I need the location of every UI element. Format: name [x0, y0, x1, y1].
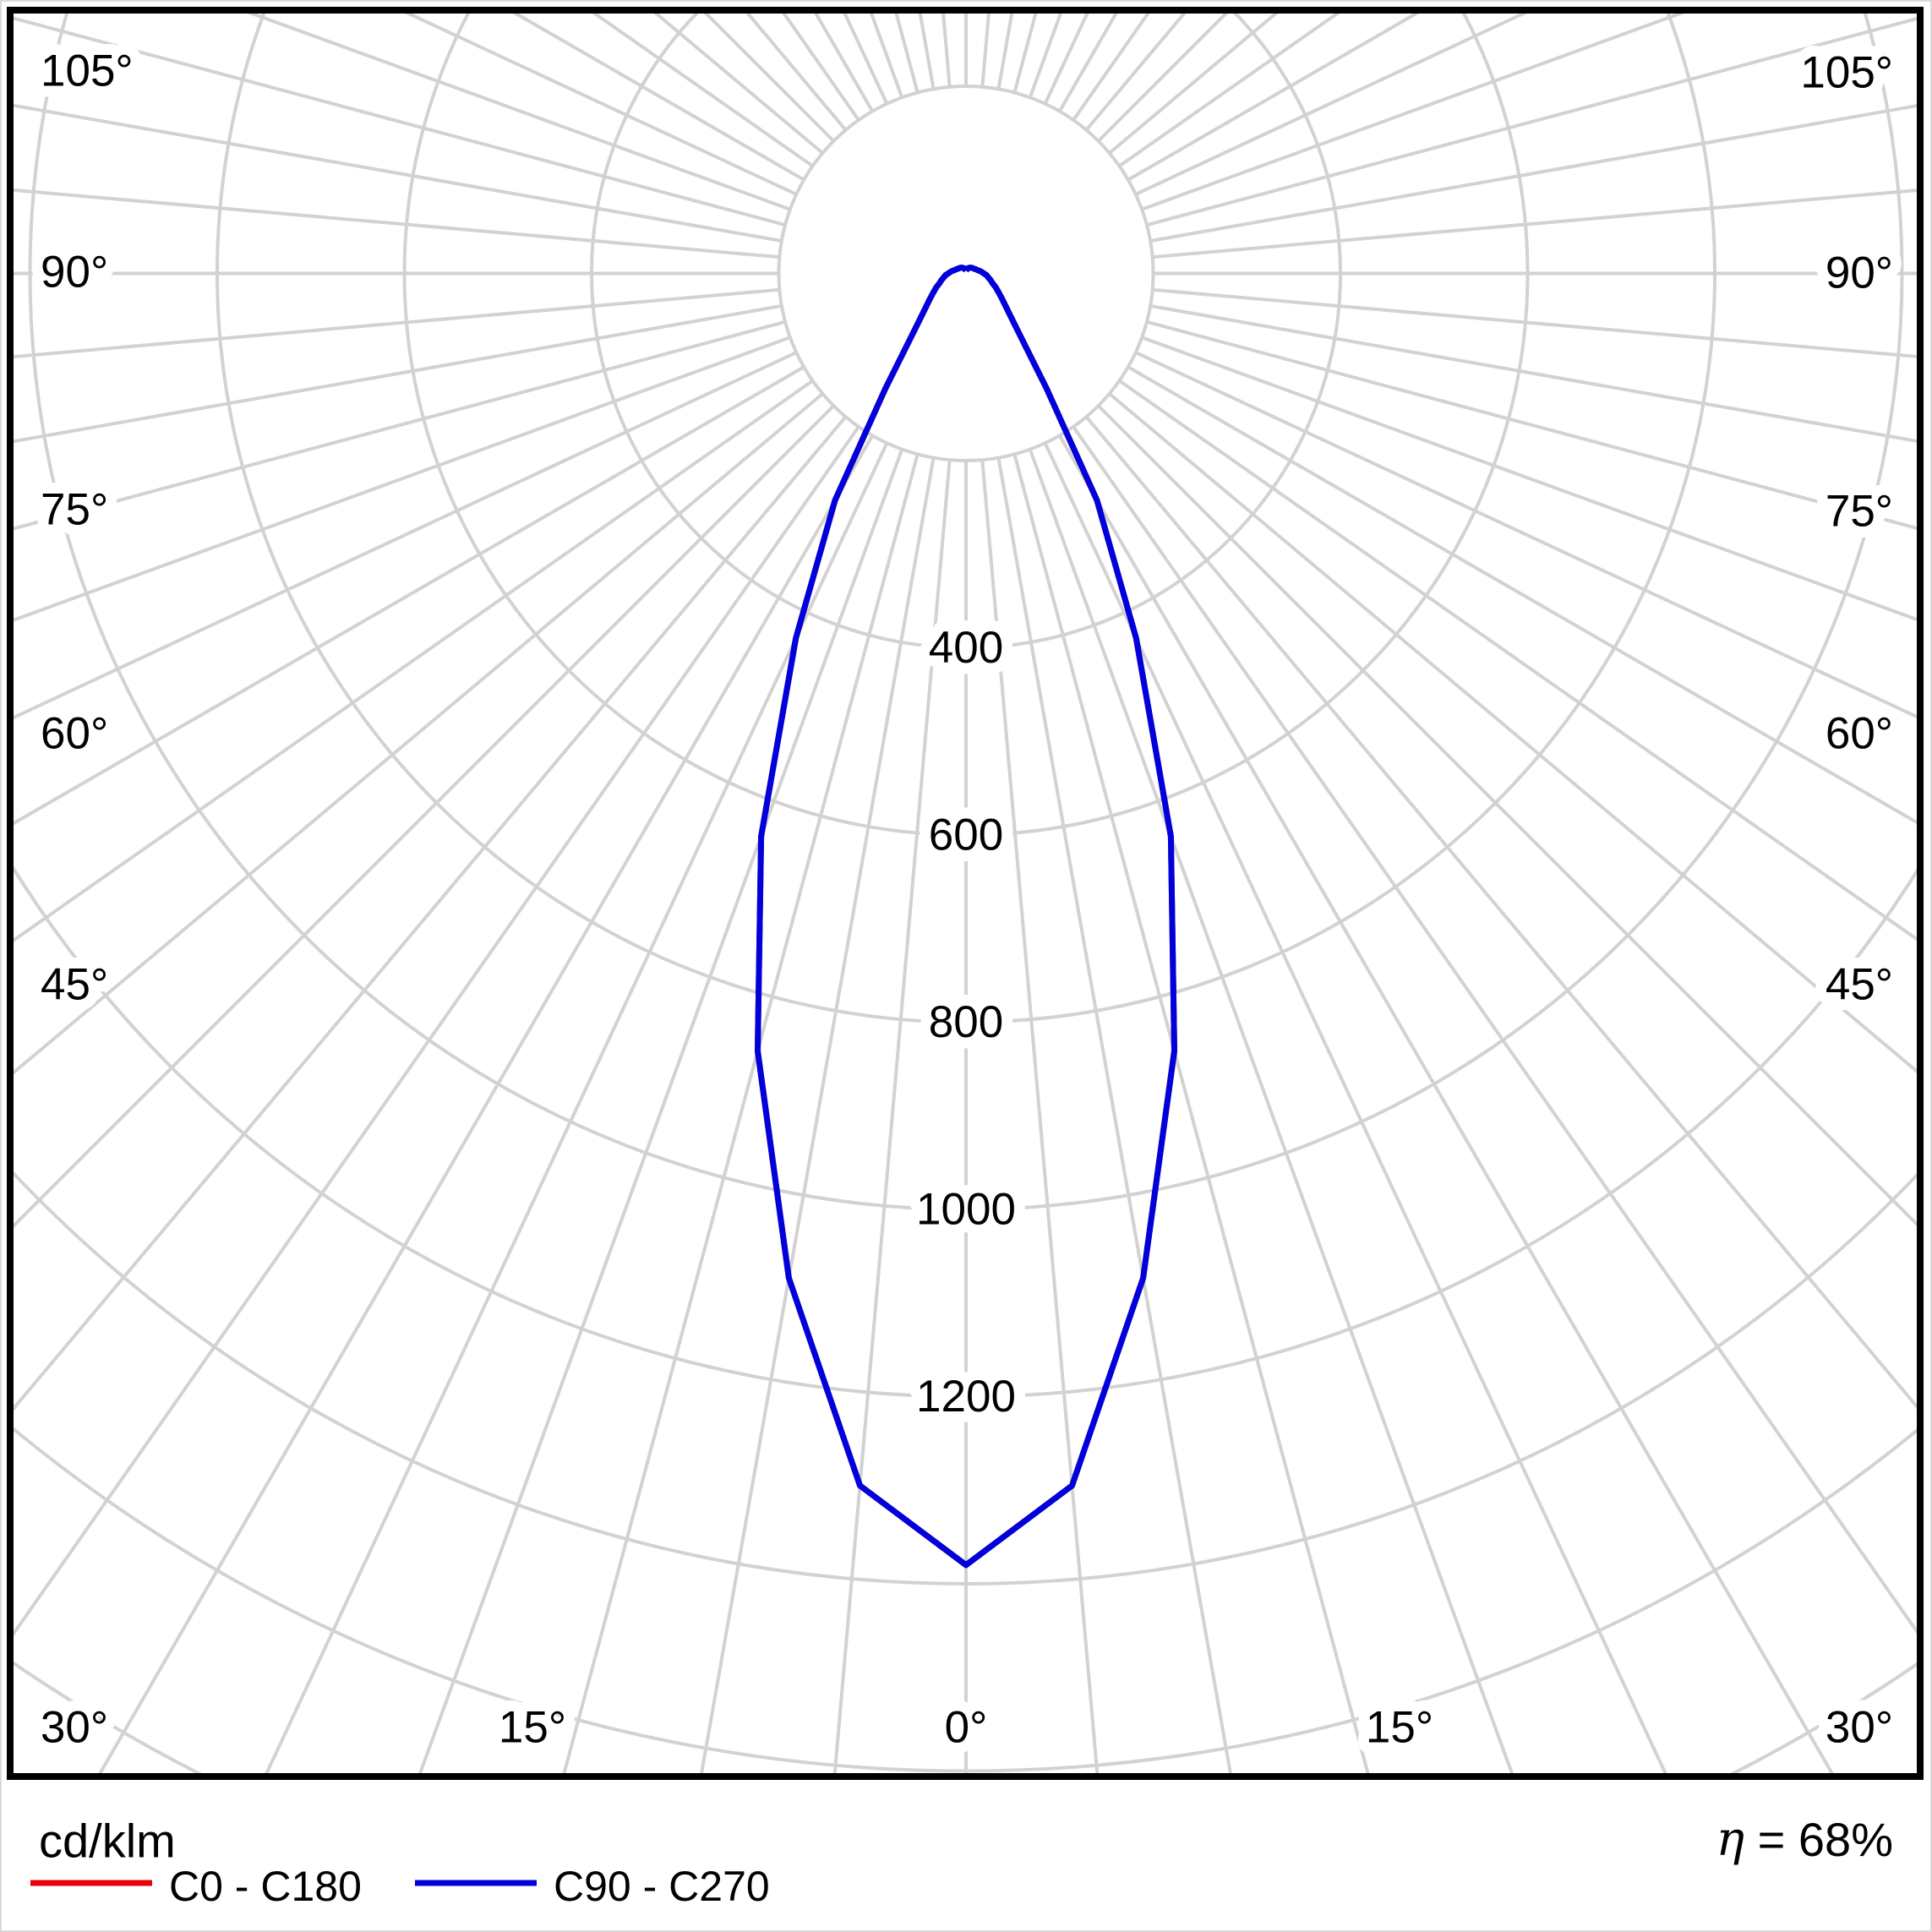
- ring-label-1200: 1200: [916, 1372, 1016, 1422]
- angle-label-bottom-30°: 30°: [1826, 1703, 1893, 1753]
- curve-c90-c270: [755, 265, 1177, 1569]
- legend-label-c0-c180: C0 - C180: [169, 1863, 362, 1910]
- grid-spoke-260: [14, 103, 783, 243]
- grid-spoke-200: [869, 14, 904, 99]
- angle-label-right-60°: 60°: [1826, 709, 1893, 759]
- grid-spoke-25: [1043, 442, 1667, 1773]
- grid-spoke-60: [1127, 365, 1917, 825]
- grid-spoke-310: [14, 392, 824, 1075]
- grid-spoke-335: [265, 442, 889, 1773]
- grid-spoke-5: [980, 459, 1100, 1773]
- grid-spoke-350: [700, 457, 936, 1773]
- grid-spoke-15: [1012, 453, 1370, 1773]
- grid-spoke-290: [14, 336, 791, 622]
- grid-spoke-10: [996, 457, 1232, 1773]
- grid-spoke-160: [1028, 14, 1063, 99]
- grid-spoke-265: [14, 188, 780, 259]
- grid-spoke-255: [14, 16, 786, 227]
- grid-spoke-320: [14, 415, 848, 1411]
- grid-ring-200: [777, 85, 1155, 462]
- grid-spoke-35: [1072, 425, 1917, 1635]
- grid-spoke-245: [404, 14, 798, 196]
- grid-spoke-75: [1146, 319, 1917, 531]
- legend-label-c90-c270: C90 - C270: [554, 1863, 770, 1910]
- ring-label-400: 400: [929, 623, 1003, 673]
- ring-label-800: 800: [929, 997, 1003, 1047]
- eta-symbol: η: [1716, 1812, 1745, 1867]
- ring-label-1000: 1000: [916, 1185, 1016, 1235]
- angle-label-bottom-30°: 30°: [41, 1703, 108, 1753]
- angle-label-left-75°: 75°: [41, 485, 108, 535]
- grid-spoke-45: [1097, 404, 1917, 1227]
- grid-spoke-330: [98, 434, 874, 1773]
- grid-spoke-70: [1141, 336, 1917, 622]
- ring-value-labels: 400 600 800 1000 1200: [905, 612, 1027, 1433]
- grid-spoke-110: [1141, 14, 1685, 211]
- footer: cd/klm C0 - C180 C90 - C270 η = 68%: [30, 1812, 1893, 1910]
- grid-spoke-100: [1149, 104, 1917, 243]
- angle-label-right-105°: 105°: [1800, 48, 1893, 98]
- angle-label-bottom-15°: 15°: [499, 1703, 566, 1753]
- grid-spoke-250: [247, 14, 791, 211]
- unit-label: cd/klm: [39, 1815, 176, 1868]
- angle-labels: 105° 90° 75° 60° 45° 105° 90° 75° 60° 45° 30° 15° 0°…: [30, 35, 1904, 1764]
- grid-spoke-115: [1134, 14, 1528, 196]
- angle-label-left-45°: 45°: [41, 960, 108, 1010]
- grid-spoke-20: [1028, 448, 1514, 1773]
- efficiency-label: η = 68%: [1716, 1812, 1893, 1867]
- curves: [755, 265, 1177, 1569]
- angle-label-right-45°: 45°: [1826, 960, 1893, 1010]
- grid-spoke-285: [14, 319, 786, 531]
- grid-spoke-85: [1152, 287, 1917, 358]
- angle-label-left-90°: 90°: [41, 248, 108, 297]
- grid-spoke-55: [1118, 379, 1917, 941]
- grid-spoke-95: [1152, 188, 1917, 259]
- angle-label-bottom-15°: 15°: [1366, 1703, 1433, 1753]
- angle-label-left-105°: 105°: [41, 46, 134, 96]
- grid-spoke-280: [14, 303, 783, 444]
- grid-spoke-295: [14, 351, 798, 720]
- grid-spoke-300: [14, 365, 805, 826]
- grid-spoke-65: [1134, 351, 1917, 719]
- grid-spoke-40: [1084, 415, 1917, 1410]
- grid-spoke-120: [1127, 14, 1420, 182]
- grid-spoke-340: [418, 448, 904, 1773]
- grid-spoke-240: [512, 14, 805, 182]
- grid-spoke-105: [1146, 16, 1917, 227]
- grid-spoke-355: [832, 459, 952, 1773]
- grid-spoke-305: [14, 379, 814, 943]
- angle-label-left-60°: 60°: [41, 709, 108, 759]
- grid-spoke-30: [1058, 434, 1834, 1773]
- angle-label-right-75°: 75°: [1826, 487, 1893, 537]
- grid-spoke-275: [14, 287, 780, 359]
- grid-spoke-80: [1149, 303, 1917, 443]
- grid-spoke-345: [562, 453, 920, 1773]
- angle-label-right-90°: 90°: [1826, 248, 1893, 298]
- grid-spoke-325: [14, 425, 860, 1637]
- ring-label-600: 600: [929, 810, 1003, 860]
- plot-border: [7, 7, 1924, 1780]
- grid-spoke-50: [1108, 392, 1917, 1074]
- efficiency-value: = 68%: [1744, 1813, 1893, 1866]
- angle-label-bottom-0°: 0°: [945, 1703, 988, 1753]
- grid-spoke-315: [14, 404, 835, 1229]
